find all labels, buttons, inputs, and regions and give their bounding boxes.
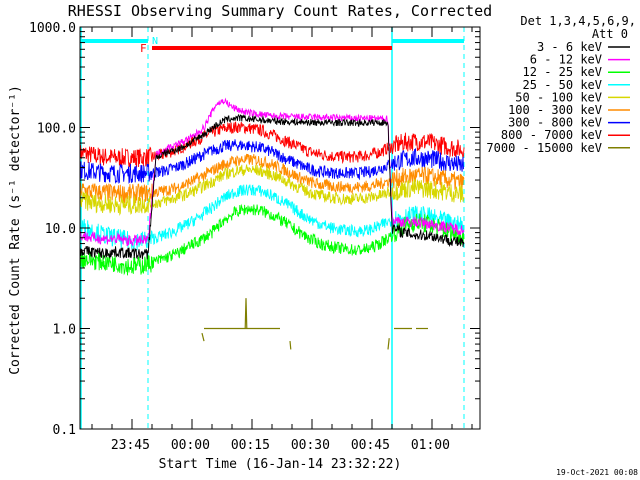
plot-frame [79, 26, 481, 430]
y-tick-label: 1000.0 [29, 21, 76, 36]
legend-label-800-7000-kev: 800 - 7000 keV [501, 128, 602, 142]
flare-bar-label: F [140, 42, 147, 55]
series-line-3-6-kev [79, 113, 465, 260]
series-line-300-800-kev [79, 139, 465, 185]
legend-header: Det 1,3,4,5,6,9, [520, 14, 636, 28]
x-tick-label: 23:45 [111, 438, 150, 453]
y-tick-label: 0.1 [53, 423, 76, 438]
series-line-7000-15000-kev-segment-0 [201, 332, 205, 342]
x-tick-label: 01:00 [411, 438, 450, 453]
legend-label-3-6-kev: 3 - 6 keV [537, 40, 602, 54]
x-tick-label: 00:00 [171, 438, 210, 453]
x-tick-label: 00:15 [231, 438, 270, 453]
y-tick-label: 10.0 [45, 222, 76, 237]
series-line-800-7000-kev [79, 121, 465, 168]
legend-attenuator: Att 0 [592, 27, 628, 41]
legend-label-50-100-kev: 50 - 100 keV [515, 90, 602, 104]
plot-area: NF [79, 27, 465, 429]
x-tick-label: 00:30 [291, 438, 330, 453]
x-tick-label: 00:45 [351, 438, 390, 453]
y-axis-label: Corrected Count Rate (s⁻¹ detector⁻¹) [8, 85, 23, 375]
y-tick-label: 100.0 [37, 122, 76, 137]
series-line-100-300-kev [79, 153, 465, 204]
series-line-6-12-kev [79, 97, 465, 247]
legend-label-12-25-kev: 12 - 25 keV [523, 65, 602, 79]
series-line-7000-15000-kev-segment-5 [387, 338, 390, 350]
legend-label-25-50-kev: 25 - 50 keV [523, 78, 602, 92]
series-line-50-100-kev [79, 164, 465, 217]
night-bar-label: N [152, 36, 158, 47]
axes: 0.1 1.0 10.0 100.0 1000.0 23:45 00:00 00:15 00:3… [29, 21, 481, 453]
legend-label-6-12-kev: 6 - 12 keV [530, 53, 602, 67]
series-line-7000-15000-kev-segment-2 [244, 298, 248, 329]
chart-title: RHESSI Observing Summary Count Rates, Co… [68, 2, 492, 20]
legend-label-7000-15000-kev: 7000 - 15000 keV [486, 141, 602, 155]
x-axis-label: Start Time (16-Jan-14 23:32:22) [159, 457, 402, 472]
footer-timestamp: 19-Oct-2021 00:08 [556, 468, 638, 477]
series-line-7000-15000-kev-segment-4 [289, 341, 292, 350]
legend-label-300-800-kev: 300 - 800 keV [508, 116, 602, 130]
y-tick-label: 1.0 [53, 323, 76, 338]
legend-label-100-300-kev: 100 - 300 keV [508, 103, 602, 117]
